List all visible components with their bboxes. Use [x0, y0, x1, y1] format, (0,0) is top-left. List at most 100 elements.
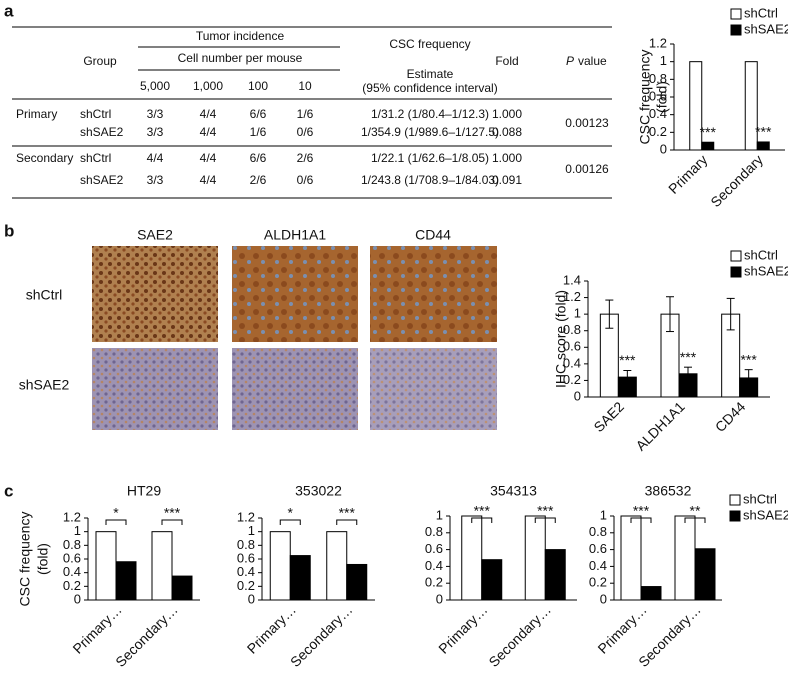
legend-swatch — [729, 494, 741, 506]
cell: 0.088 — [492, 125, 522, 139]
y-tick-label: 0.2 — [589, 575, 607, 590]
cell: 4/4 — [200, 173, 217, 187]
bar — [694, 548, 716, 601]
x-tick-label: Primary — [665, 151, 710, 196]
y-tick-label: 0 — [600, 591, 607, 606]
y-tick-label: 0 — [436, 591, 443, 606]
significance: *** — [700, 124, 717, 140]
cell: 1/6 — [297, 107, 314, 121]
cell: shCtrl — [80, 107, 111, 121]
bar — [544, 549, 566, 601]
y-tick-label: 0.2 — [63, 578, 81, 593]
bar — [620, 515, 642, 601]
y-tick-label: 0 — [660, 141, 667, 156]
y-tick-label: 0.2 — [237, 578, 255, 593]
cell: 3/3 — [147, 125, 164, 139]
bar — [461, 515, 483, 601]
legend-swatch — [730, 266, 742, 278]
legend-swatch — [730, 250, 742, 262]
legend-label: shCtrl — [744, 247, 778, 262]
y-tick-label: 1 — [74, 523, 81, 538]
y-tick-label: 1 — [574, 306, 581, 321]
y-tick-label: 0.6 — [649, 88, 667, 103]
cell: 2/6 — [297, 151, 314, 165]
y-tick-label: 0.8 — [563, 322, 581, 337]
significance-bracket — [279, 519, 301, 525]
y-tick-label: 0.8 — [425, 524, 443, 539]
y-tick-label: 0.2 — [649, 124, 667, 139]
header: (95% confidence interval) — [362, 81, 497, 95]
micrograph — [370, 348, 497, 430]
bar — [481, 559, 503, 601]
y-tick-label: 1.4 — [563, 272, 581, 287]
x-tick-label: Primary… — [594, 601, 649, 656]
y-axis-label: (fold) — [654, 81, 670, 113]
table: Group Tumor incidence Cell number per mo… — [12, 26, 612, 199]
p-value: 0.00123 — [565, 116, 609, 130]
x-tick-label: Secondary… — [485, 601, 554, 670]
y-tick-label: 1 — [600, 507, 607, 522]
bar — [701, 141, 715, 151]
bar — [640, 586, 662, 601]
y-tick-label: 0.8 — [649, 71, 667, 86]
panel-label: a — [4, 1, 14, 20]
column-label: CD44 — [415, 227, 451, 243]
header: 5,000 — [140, 79, 170, 93]
x-tick-label: Primary… — [244, 601, 299, 656]
error-bar — [684, 366, 692, 381]
significance: *** — [755, 124, 772, 140]
cell: 1.000 — [492, 107, 522, 121]
header: Estimate — [407, 67, 454, 81]
chart-title: HT29 — [127, 483, 161, 499]
y-tick-label: 0.4 — [237, 564, 255, 579]
cell: 3/3 — [147, 107, 164, 121]
header: CSC frequency — [389, 37, 470, 51]
significance-bracket — [105, 519, 127, 525]
y-tick-label: 0.2 — [425, 575, 443, 590]
y-tick-label: 0.4 — [63, 564, 81, 579]
y-tick-label: 0.6 — [63, 550, 81, 565]
cell: shSAE2 — [80, 125, 124, 139]
micrographs: SAE2 ALDH1A1 CD44 shCtrl shSAE2 — [19, 227, 497, 430]
bar — [151, 531, 173, 601]
column-label: SAE2 — [137, 227, 173, 243]
cell: 3/3 — [147, 173, 164, 187]
x-tick-label: SAE2 — [590, 398, 627, 435]
header: Tumor incidence — [196, 29, 285, 43]
significance: *** — [537, 503, 554, 519]
significance: *** — [339, 505, 356, 521]
significance-bracket — [534, 517, 556, 523]
bar — [756, 141, 770, 151]
header: Group — [83, 54, 117, 68]
significance-bracket — [630, 517, 652, 523]
y-tick-label: 1.2 — [649, 35, 667, 50]
header: Fold — [495, 54, 518, 68]
significance: *** — [740, 351, 757, 367]
header: Cell number per mouse — [178, 51, 303, 65]
y-tick-label: 0 — [574, 388, 581, 403]
significance: *** — [164, 505, 181, 521]
legend-swatch — [730, 24, 742, 36]
cell: 4/4 — [200, 151, 217, 165]
cell: 4/4 — [200, 125, 217, 139]
y-tick-label: 1.2 — [237, 509, 255, 524]
error-bar — [726, 297, 735, 331]
row-label: shCtrl — [26, 287, 63, 303]
cell: 1.000 — [492, 151, 522, 165]
micrograph — [370, 246, 497, 342]
legend-label: shCtrl — [744, 5, 778, 20]
header: 10 — [298, 79, 312, 93]
legend-label: shSAE2 — [744, 263, 788, 278]
y-axis-label: (fold) — [35, 543, 51, 575]
x-tick-label: Secondary — [707, 151, 766, 210]
y-tick-label: 0.4 — [425, 558, 443, 573]
significance-bracket — [471, 517, 493, 523]
error-bar — [623, 369, 632, 385]
y-tick-label: 0 — [74, 591, 81, 606]
x-tick-label: ALDH1A1 — [632, 398, 687, 453]
y-axis-label: CSC frequency — [637, 50, 653, 145]
cell: shSAE2 — [80, 173, 124, 187]
cell: 4/4 — [147, 151, 164, 165]
row-group: Secondary — [16, 151, 73, 165]
